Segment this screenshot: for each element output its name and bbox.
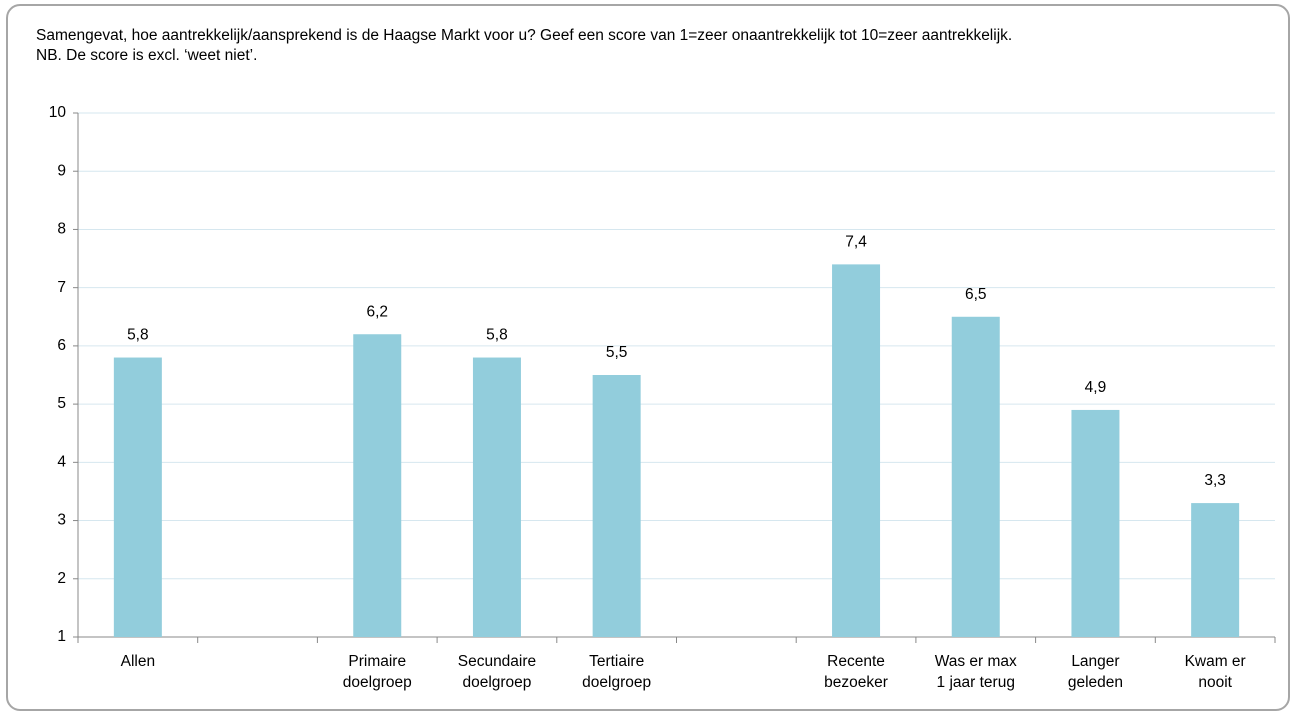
x-tick-label: Recente bezoeker — [824, 653, 888, 691]
chart-frame — [6, 4, 1290, 711]
data-label: 7,4 — [845, 233, 867, 250]
x-tick-label: Langer geleden — [1068, 653, 1123, 691]
y-tick-label: 2 — [57, 570, 66, 587]
bar — [832, 264, 881, 637]
bar — [1071, 409, 1120, 637]
data-label: 6,2 — [366, 303, 388, 320]
x-tick-label: Secundaire doelgroep — [458, 653, 536, 691]
bar — [592, 375, 641, 637]
bar — [113, 357, 162, 637]
bar — [472, 357, 521, 637]
x-tick-label: Was er max 1 jaar terug — [935, 653, 1017, 691]
bar — [951, 316, 1000, 637]
x-tick-label: Tertiaire doelgroep — [582, 653, 651, 691]
chart-title: Samengevat, hoe aantrekkelijk/aanspreken… — [36, 27, 1013, 64]
y-tick-label: 6 — [57, 337, 66, 354]
y-tick-label: 8 — [57, 221, 66, 238]
y-tick-label: 5 — [57, 395, 66, 412]
y-tick-label: 9 — [57, 162, 66, 179]
x-tick-label: Primaire doelgroep — [343, 653, 412, 691]
data-label: 5,8 — [127, 327, 149, 344]
x-tick-label: Kwam er nooit — [1185, 653, 1246, 691]
y-tick-label: 4 — [57, 453, 66, 470]
y-tick-label: 7 — [57, 279, 66, 296]
x-tick-label: Allen — [121, 653, 155, 670]
bar — [1191, 503, 1240, 637]
data-label: 4,9 — [1085, 379, 1107, 396]
y-tick-label: 10 — [49, 104, 67, 121]
y-tick-label: 3 — [57, 512, 66, 529]
y-tick-label: 1 — [57, 628, 66, 645]
bar — [353, 334, 402, 637]
data-label: 5,5 — [606, 344, 628, 361]
data-label: 5,8 — [486, 327, 508, 344]
data-label: 6,5 — [965, 286, 987, 303]
data-label: 3,3 — [1204, 472, 1226, 489]
